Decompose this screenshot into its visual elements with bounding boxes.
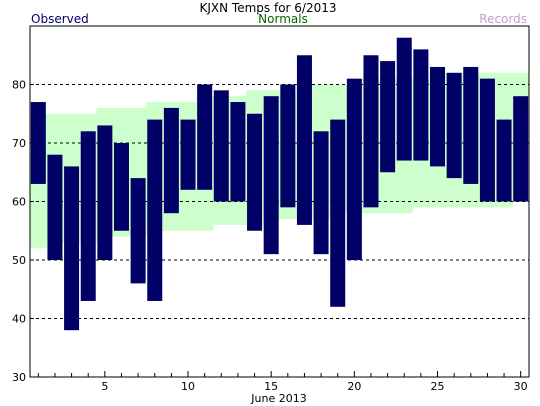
observed-bars	[30, 37, 529, 331]
legend-records: Records	[479, 12, 527, 26]
gridlines	[30, 84, 529, 319]
y-tick-label-50: 50	[12, 254, 26, 267]
chart-title: KJXN Temps for 6/2013	[200, 1, 337, 15]
x-tick-label-20: 20	[347, 380, 361, 393]
observed-bar-day-18	[313, 131, 329, 255]
observed-bar-day-25	[430, 66, 446, 167]
observed-bar-day-15	[263, 96, 279, 255]
observed-bar-day-19	[330, 119, 346, 307]
observed-bar-day-8	[147, 119, 163, 301]
observed-bar-day-30	[513, 96, 529, 202]
y-tick-label-70: 70	[12, 137, 26, 150]
observed-bar-day-3	[64, 166, 80, 331]
observed-bar-day-26	[446, 72, 462, 179]
y-tick-label-40: 40	[12, 313, 26, 326]
y-tick-label-60: 60	[12, 196, 26, 209]
observed-bar-day-21	[363, 55, 379, 208]
observed-bar-day-10	[180, 119, 196, 190]
legend-normals: Normals	[258, 12, 308, 26]
observed-bar-day-20	[346, 78, 362, 261]
y-tick-label-80: 80	[12, 79, 26, 92]
observed-bar-day-14	[247, 113, 263, 231]
legend-observed: Observed	[31, 12, 89, 26]
observed-bar-day-1	[30, 102, 46, 184]
observed-bar-day-16	[280, 84, 296, 208]
x-tick-label-30: 30	[514, 380, 528, 393]
observed-bar-day-23	[396, 37, 412, 161]
observed-bar-day-9	[163, 107, 179, 214]
x-axis: 5 10 15 20 25 30	[37, 371, 528, 393]
observed-bar-day-11	[197, 84, 213, 190]
x-axis-label: June 2013	[250, 392, 306, 405]
observed-bar-day-28	[479, 78, 495, 202]
x-tick-label-10: 10	[181, 380, 195, 393]
observed-bar-day-2	[47, 154, 63, 260]
observed-bar-day-27	[463, 66, 479, 184]
x-tick-label-5: 5	[101, 380, 108, 393]
x-tick-label-15: 15	[264, 380, 278, 393]
observed-bar-day-29	[496, 119, 512, 202]
y-tick-label-30: 30	[12, 371, 26, 384]
observed-bar-day-5	[97, 125, 113, 260]
observed-bar-day-12	[213, 90, 229, 202]
observed-bar-day-4	[80, 131, 96, 301]
observed-bar-day-6	[113, 143, 129, 231]
y-axis: 30 40 50 60 70 80	[12, 79, 34, 384]
observed-bar-day-7	[130, 178, 146, 284]
observed-bar-day-17	[296, 55, 312, 225]
observed-bar-day-22	[380, 61, 396, 173]
x-tick-label-25: 25	[431, 380, 445, 393]
observed-bar-day-13	[230, 102, 246, 202]
observed-bar-day-24	[413, 49, 429, 161]
